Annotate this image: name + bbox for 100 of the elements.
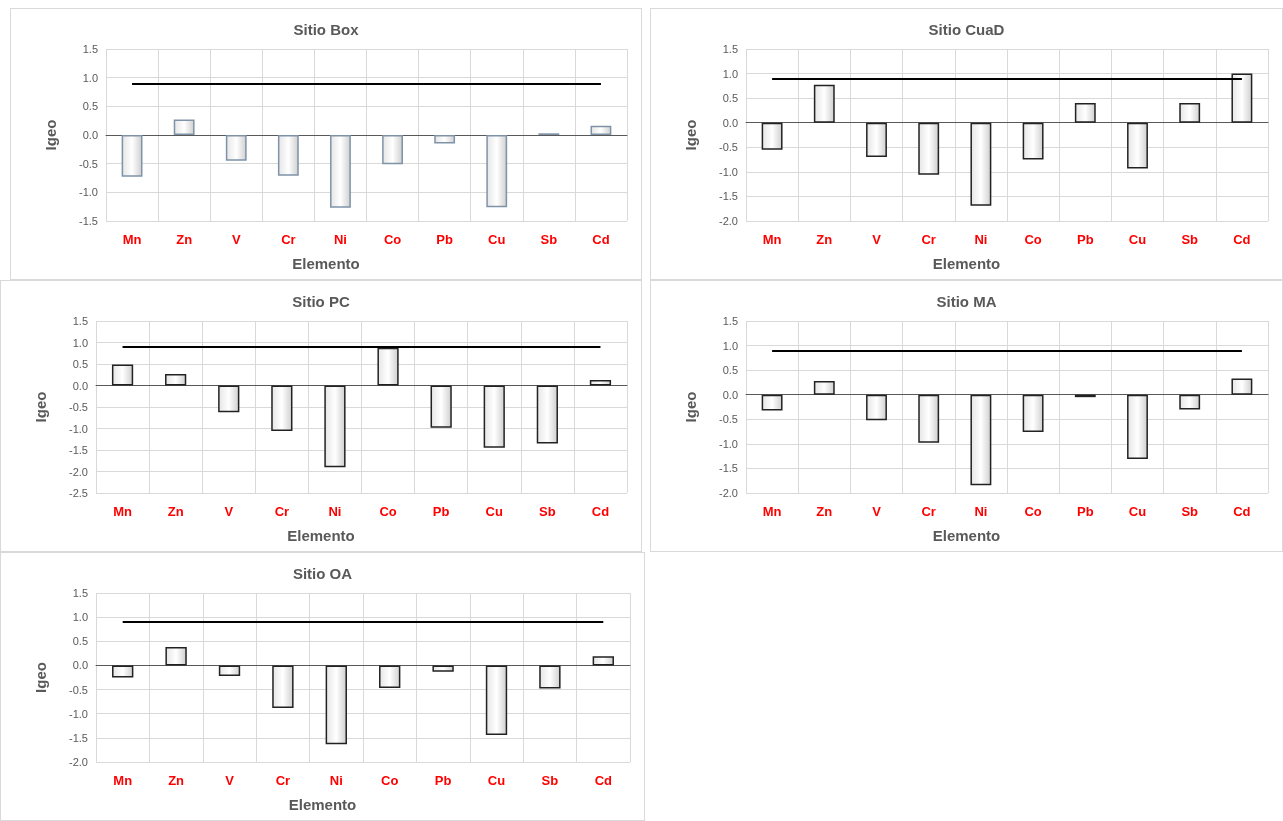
bar [165, 373, 187, 386]
y-tick-label: 0.0 [722, 388, 738, 401]
bar [970, 122, 992, 206]
y-tick-label: 0.0 [72, 659, 88, 672]
bar [485, 665, 508, 735]
x-tick-label: Zn [816, 232, 833, 247]
bar [111, 364, 134, 386]
bar [970, 394, 992, 486]
x-tick-label: Cr [921, 504, 936, 519]
bar [918, 394, 940, 443]
bar [271, 385, 293, 432]
y-tick-label: -2.0 [719, 487, 738, 499]
x-tick-label: Sb [540, 232, 558, 247]
bar [218, 665, 241, 677]
bar [866, 394, 887, 421]
bar [173, 119, 195, 135]
bar [165, 647, 187, 666]
x-tick-label: Sb [539, 504, 556, 519]
x-tick-label: Ni [974, 232, 988, 247]
bar [813, 380, 835, 395]
x-tick-label: Pb [434, 773, 452, 788]
y-tick-label: 1.0 [72, 611, 88, 624]
chart-title: Sitio PC [292, 293, 350, 310]
x-tick-label: Zn [176, 232, 193, 247]
bar [761, 394, 783, 411]
x-tick-label: Cd [592, 232, 610, 247]
bar [112, 665, 134, 678]
y-tick-label: -1.5 [719, 190, 738, 203]
bar [324, 385, 346, 468]
x-tick-label: Cu [488, 232, 506, 247]
x-axis-title: Elemento [292, 255, 360, 272]
y-tick-label: -0.5 [69, 401, 88, 413]
x-tick-label: Mn [762, 232, 782, 247]
x-axis-title: Elemento [287, 527, 355, 544]
bar [1231, 73, 1253, 123]
y-tick-label: 0.5 [72, 635, 88, 648]
x-tick-label: Cr [274, 504, 290, 519]
x-tick-label: Cr [921, 232, 936, 247]
x-tick-label: Co [1024, 232, 1042, 247]
bar [1179, 394, 1201, 410]
bar [813, 84, 835, 123]
y-tick-label: 1.0 [722, 339, 738, 352]
y-tick-label: -1.0 [719, 165, 738, 178]
bar [1022, 122, 1044, 160]
bar [434, 135, 456, 144]
x-tick-label: Cr [275, 773, 291, 788]
y-tick-label: 0.5 [82, 100, 98, 113]
bar [589, 379, 612, 386]
x-tick-label: Mn [122, 232, 142, 247]
y-tick-label: -1.0 [69, 707, 88, 720]
x-tick-label: Cd [594, 773, 613, 788]
bar [379, 665, 401, 689]
y-axis-title: Igeo [32, 662, 49, 693]
x-tick-label: Pb [432, 504, 450, 519]
bar [536, 385, 558, 444]
bar [1022, 394, 1044, 433]
x-tick-label: V [231, 232, 241, 247]
chart-title: Sitio Box [293, 21, 360, 38]
x-tick-label: Ni [974, 504, 988, 519]
y-tick-label: 0.5 [722, 364, 738, 377]
y-tick-label: -0.5 [69, 683, 88, 696]
x-tick-label: Zn [168, 773, 185, 788]
y-tick-label: -1.5 [69, 444, 88, 456]
x-tick-label: V [872, 504, 882, 519]
y-tick-label: -1.0 [69, 422, 88, 435]
bar [1231, 378, 1253, 395]
y-axis-title: Igeo [32, 391, 49, 423]
y-tick-label: 1.0 [722, 67, 738, 80]
x-tick-label: Pb [1076, 232, 1094, 247]
y-tick-label: -0.5 [79, 157, 98, 170]
y-tick-label: -2.5 [69, 487, 88, 499]
x-tick-label: Pb [436, 232, 454, 247]
bar [225, 135, 247, 161]
bar [1127, 122, 1148, 169]
x-tick-label: Cu [485, 504, 503, 519]
x-tick-label: Ni [328, 504, 342, 519]
y-axis-title: Igeo [42, 119, 59, 151]
x-tick-label: Cd [1233, 232, 1251, 247]
y-tick-label: -2.0 [69, 756, 88, 768]
x-tick-label: Cd [591, 504, 610, 519]
bar [382, 135, 403, 165]
y-tick-label: -2.0 [69, 465, 88, 478]
x-axis-title: Elemento [288, 796, 357, 813]
y-tick-label: -1.5 [719, 462, 738, 475]
x-tick-label: Cr [281, 232, 296, 247]
x-tick-label: Zn [816, 504, 833, 519]
y-tick-label: 1.5 [72, 315, 88, 327]
bar [432, 665, 454, 672]
x-tick-label: Zn [167, 504, 184, 519]
y-tick-label: 1.0 [82, 71, 98, 84]
x-axis-title: Elemento [932, 255, 1001, 272]
bar [1127, 394, 1148, 460]
bar [325, 665, 347, 745]
x-tick-label: Co [379, 504, 397, 519]
x-tick-label: V [224, 504, 234, 519]
x-tick-label: Co [383, 232, 402, 247]
y-tick-label: -1.0 [719, 437, 738, 450]
bar [121, 135, 143, 177]
bar [218, 385, 240, 413]
bar [272, 665, 294, 708]
